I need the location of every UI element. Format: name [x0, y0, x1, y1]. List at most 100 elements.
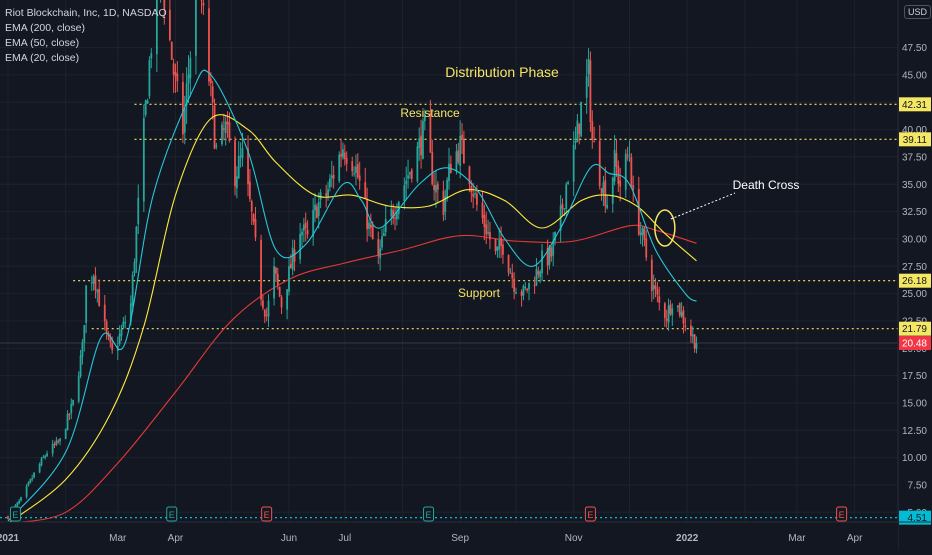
- candle-body: [79, 355, 82, 377]
- candle-body: [304, 222, 307, 229]
- candle-body: [435, 185, 437, 193]
- time-tick-label: Apr: [847, 533, 863, 544]
- candle-body: [407, 175, 409, 179]
- candle-body: [51, 443, 54, 454]
- candle-body: [684, 325, 687, 328]
- candle-body: [29, 479, 32, 483]
- earnings-marker: E: [836, 506, 848, 522]
- candle-body: [221, 124, 223, 145]
- ema50-line: [7, 114, 697, 524]
- price-label-bg: [899, 510, 931, 525]
- candle-body: [381, 236, 383, 248]
- candle-body: [131, 274, 134, 306]
- candle-body: [137, 197, 140, 225]
- candle-body: [409, 172, 411, 175]
- candle-body: [148, 60, 151, 97]
- candle-body: [319, 192, 322, 200]
- candle-body: [33, 472, 35, 478]
- candle-body: [507, 255, 510, 273]
- candle-body: [312, 210, 315, 237]
- candle-body: [520, 291, 523, 296]
- resistance-label: Resistance: [400, 106, 460, 120]
- candle-body: [476, 193, 478, 205]
- candle-body: [38, 464, 41, 473]
- candle-body: [613, 149, 616, 182]
- candle-body: [44, 456, 47, 458]
- earnings-marker: E: [166, 506, 178, 522]
- earnings-marker: E: [9, 506, 21, 522]
- candle-body: [265, 315, 268, 317]
- earnings-marker-box: [261, 506, 273, 522]
- candle-body: [273, 265, 275, 299]
- candle-body: [66, 414, 69, 430]
- time-tick-label: Nov: [565, 533, 583, 544]
- candle-body: [120, 329, 123, 336]
- candle-body: [302, 224, 305, 231]
- candle-body: [494, 238, 497, 252]
- price-tick-label: 35.00: [902, 180, 927, 191]
- candle-body: [183, 108, 186, 133]
- candle-body: [135, 226, 138, 263]
- candle-body: [626, 156, 629, 158]
- candle-body: [247, 148, 249, 185]
- candle-body: [637, 188, 640, 235]
- candle-body: [85, 285, 88, 323]
- candle-body: [92, 276, 95, 284]
- candle-body: [211, 86, 214, 103]
- candle-body: [470, 185, 473, 193]
- candle-body: [524, 286, 527, 288]
- candle-body: [235, 176, 238, 189]
- distribution-phase-label: Distribution Phase: [445, 64, 559, 80]
- candle-body: [483, 215, 486, 228]
- candle-body: [150, 53, 153, 59]
- currency-button[interactable]: USD: [904, 5, 932, 19]
- candle-body: [222, 128, 225, 131]
- symbol-title: Riot Blockchain, Inc, 1D, NASDAQ: [5, 7, 167, 19]
- candle-body: [338, 154, 341, 182]
- ema200-path: [7, 224, 697, 524]
- earnings-marker: E: [584, 506, 596, 522]
- candle-body: [442, 190, 445, 215]
- price-label-text: 21.79: [902, 324, 927, 335]
- candle-body: [509, 272, 512, 274]
- annotations: Distribution Phase Resistance Support Death…: [400, 64, 799, 300]
- candle-body: [200, 0, 203, 1]
- candle-body: [215, 145, 218, 147]
- candle-body: [129, 303, 132, 322]
- candle-body: [288, 266, 290, 292]
- candle-body: [563, 208, 566, 210]
- candle-body: [632, 185, 635, 190]
- earnings-marker-box: [584, 506, 596, 522]
- candle-body: [382, 233, 385, 236]
- candle-body: [16, 502, 19, 506]
- candle-body: [83, 325, 86, 343]
- earnings-marker-letter: E: [839, 510, 845, 520]
- candle-body: [487, 231, 489, 234]
- candle-body: [537, 271, 540, 275]
- candle-body: [498, 240, 501, 250]
- candle-body: [691, 334, 694, 337]
- candle-body: [314, 204, 316, 211]
- candle-body: [226, 121, 229, 125]
- candle-body: [550, 247, 553, 257]
- candle-body: [289, 263, 292, 269]
- candle-body: [280, 297, 283, 308]
- candle-body: [353, 173, 356, 175]
- time-tick-label: Apr: [168, 533, 184, 544]
- candle-body: [98, 289, 101, 307]
- time-tick-label: Mar: [109, 533, 127, 544]
- candle-body: [286, 289, 289, 310]
- ema20-legend: EMA (20, close): [5, 52, 80, 64]
- candle-body: [263, 309, 266, 317]
- candle-body: [676, 305, 679, 308]
- ema20-path: [7, 69, 697, 522]
- candle-body: [665, 318, 668, 321]
- candle-body: [237, 156, 240, 179]
- candle-body: [340, 153, 342, 157]
- candle-body: [528, 282, 530, 290]
- candle-body: [172, 63, 175, 75]
- candle-body: [548, 246, 551, 265]
- candle-body: [379, 248, 382, 259]
